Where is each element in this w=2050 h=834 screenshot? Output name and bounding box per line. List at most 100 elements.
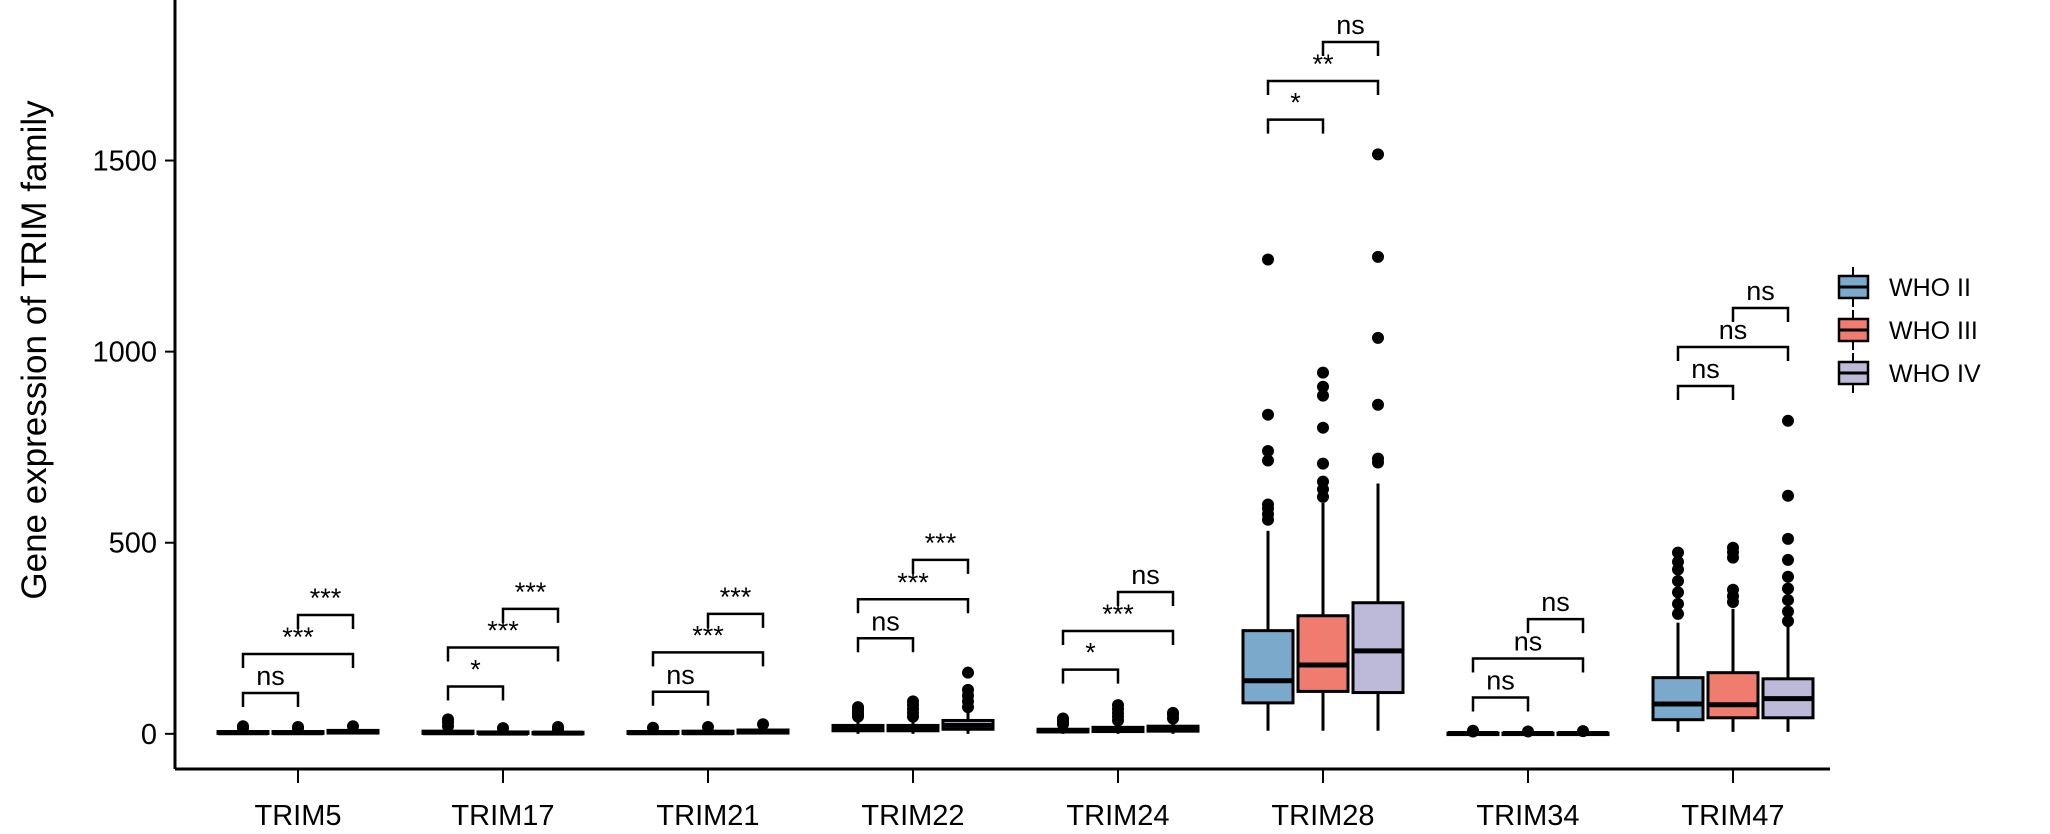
box-TRIM28-WHO-II	[1241, 253, 1295, 731]
outlier-point	[1672, 574, 1684, 587]
significance-label: ns	[1336, 10, 1365, 40]
outlier-point	[647, 721, 659, 734]
x-tick-label: TRIM22	[861, 800, 964, 832]
box-TRIM47-WHO-IV	[1761, 414, 1815, 732]
significance-bracket	[1266, 79, 1380, 96]
significance-label: ns	[1691, 354, 1720, 384]
outlier-point	[962, 666, 974, 679]
significance-bracket	[1471, 657, 1585, 673]
x-tick-label: TRIM28	[1271, 800, 1374, 832]
outlier-point	[1372, 452, 1384, 465]
outlier-point	[347, 720, 359, 733]
box	[1706, 671, 1760, 720]
y-tick-label: 1500	[92, 146, 157, 178]
box-TRIM47-WHO-II	[1651, 546, 1705, 732]
legend-item-WHO-III: WHO III	[1837, 310, 1978, 350]
outlier-point	[1317, 389, 1329, 402]
box-TRIM21-WHO-IV	[736, 718, 790, 735]
significance-bracket	[1471, 696, 1530, 712]
box-TRIM28-WHO-IV	[1351, 148, 1405, 731]
outlier-point	[497, 722, 509, 735]
outlier-point	[1317, 475, 1329, 488]
significance-bracket	[651, 651, 765, 667]
significance-bracket	[296, 613, 355, 629]
outlier-point	[1782, 489, 1794, 502]
significance-bracket	[241, 652, 355, 668]
legend-label: WHO IV	[1889, 360, 1981, 388]
outlier-point	[1782, 582, 1794, 595]
outlier-point	[1782, 594, 1794, 607]
significance-label: *	[470, 654, 481, 684]
significance-label: ***	[310, 583, 342, 613]
significance-label: ns	[1486, 666, 1515, 696]
y-tick-label: 500	[109, 528, 157, 560]
significance-bracket	[1061, 668, 1120, 684]
significance-label: ns	[1746, 276, 1775, 306]
significance-label: *	[1290, 88, 1301, 118]
significance-bracket	[911, 558, 970, 574]
box-TRIM22-WHO-II	[831, 701, 885, 734]
outlier-point	[1317, 366, 1329, 379]
significance-bracket	[1526, 617, 1585, 634]
outlier-point	[1782, 615, 1794, 628]
box-TRIM22-WHO-III	[886, 695, 940, 734]
outlier-point	[1372, 398, 1384, 411]
outlier-point	[1262, 454, 1274, 467]
outlier-point	[1467, 724, 1479, 737]
significance-bracket	[241, 691, 300, 707]
legend-item-WHO-II: WHO II	[1837, 267, 1971, 307]
significance-bracket	[856, 637, 915, 653]
significance-label: *	[1085, 638, 1096, 668]
y-tick-label: 0	[141, 719, 157, 751]
outlier-point	[1262, 253, 1274, 266]
significance-bracket	[651, 690, 710, 706]
outlier-point	[1317, 457, 1329, 470]
outlier-point	[292, 720, 304, 733]
outlier-point	[1782, 532, 1794, 545]
significance-label: ***	[720, 582, 752, 612]
box-TRIM24-WHO-IV	[1146, 706, 1200, 734]
box-TRIM24-WHO-III	[1091, 699, 1145, 734]
box-TRIM5-WHO-II	[216, 720, 270, 736]
outlier-point	[1672, 607, 1684, 620]
outlier-point	[1112, 699, 1124, 712]
outlier-point	[907, 695, 919, 708]
box-TRIM5-WHO-III	[271, 720, 325, 736]
significance-bracket	[1116, 590, 1175, 607]
significance-label: **	[1312, 49, 1334, 79]
outlier-point	[1317, 380, 1329, 393]
significance-bracket	[1321, 40, 1380, 57]
outlier-point	[1672, 546, 1684, 559]
legend-label: WHO III	[1889, 317, 1978, 345]
outlier-point	[1577, 725, 1589, 738]
outlier-point	[1782, 414, 1794, 427]
outlier-point	[1672, 597, 1684, 610]
x-tick-label: TRIM5	[255, 800, 342, 832]
outlier-point	[962, 683, 974, 696]
box-TRIM17-WHO-IV	[531, 720, 585, 736]
box	[1241, 629, 1295, 705]
box-TRIM34-WHO-IV	[1556, 725, 1610, 738]
box-TRIM17-WHO-II	[421, 713, 475, 736]
outlier-point	[852, 701, 864, 714]
significance-label: ***	[925, 528, 957, 558]
significance-bracket	[1676, 384, 1735, 401]
box-TRIM28-WHO-III	[1296, 366, 1350, 731]
box-TRIM5-WHO-IV	[326, 720, 380, 735]
outlier-point	[1057, 712, 1069, 725]
significance-label: ***	[515, 577, 547, 607]
outlier-point	[1372, 148, 1384, 161]
box-TRIM47-WHO-III	[1706, 541, 1760, 732]
outlier-point	[1262, 445, 1274, 458]
outlier-point	[1317, 421, 1329, 434]
significance-bracket	[1266, 118, 1325, 134]
box-TRIM34-WHO-II	[1446, 724, 1500, 738]
outlier-point	[1167, 706, 1179, 719]
outlier-point	[757, 718, 769, 731]
box-TRIM34-WHO-III	[1501, 725, 1555, 738]
outlier-point	[1262, 498, 1274, 511]
x-tick-label: TRIM34	[1476, 800, 1579, 832]
y-tick-label: 1000	[92, 337, 157, 369]
significance-bracket	[446, 685, 505, 701]
